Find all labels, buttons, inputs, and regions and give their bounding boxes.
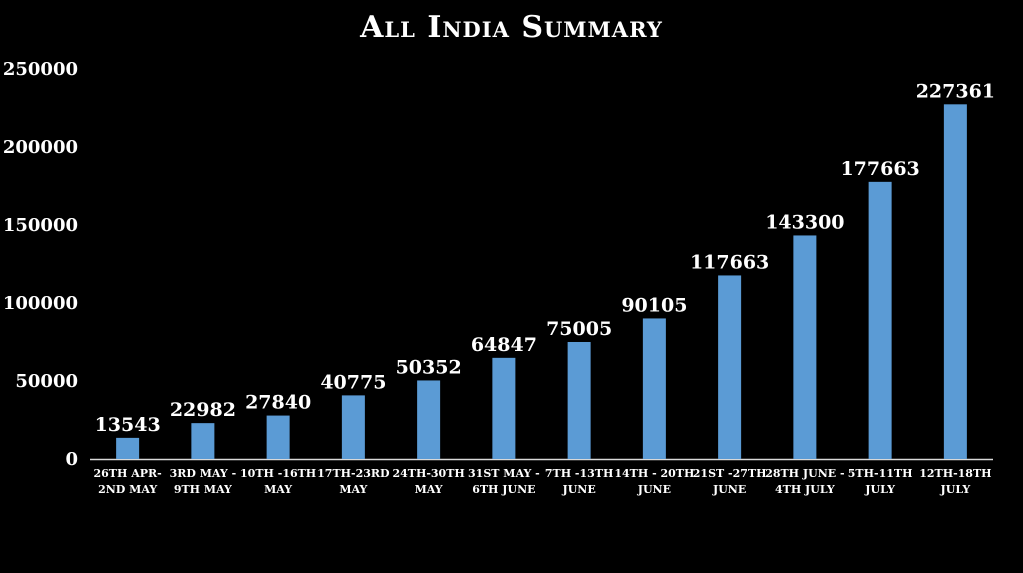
x-tick-label: 28TH JUNE - 4TH JULY [765,467,844,496]
x-tick-label: 26TH APR- 2ND MAY [94,467,162,496]
x-tick-label-line: 10TH -16TH [240,467,316,480]
x-tick-label-line: 7TH -13TH [545,467,614,480]
data-label: 90105 [621,294,687,316]
data-label: 22982 [170,399,236,421]
x-tick-label-line: MAY [415,483,443,496]
data-label: 227361 [916,80,995,102]
x-tick-label: 7TH -13TH JUNE [545,467,614,496]
x-tick-label-line: 28TH JUNE - [765,467,844,480]
y-tick-label: 0 [65,449,78,470]
x-tick-label-line: JULY [940,483,971,496]
bar [191,423,215,459]
x-tick-label-line: JUNE [712,483,746,496]
bar [642,318,666,459]
y-tick-label: 150000 [3,215,78,236]
x-tick-label: 14TH - 20TH JUNE [614,467,694,496]
x-tick-label-line: JUNE [637,483,671,496]
x-tick-label-line: JULY [864,483,895,496]
y-tick-label: 200000 [3,137,78,158]
bar [266,415,290,459]
x-tick-label-line: 26TH APR- [94,467,162,480]
bar [718,275,742,459]
bar [492,357,516,459]
data-label: 27840 [245,392,311,414]
bar [943,104,967,460]
bar [868,181,892,460]
x-tick-label-line: 9TH MAY [174,483,232,496]
data-label: 117663 [690,251,769,273]
x-tick-label: 21ST -27TH JUNE [693,467,767,496]
bar [567,341,591,459]
x-tick-label: 24TH-30TH MAY [392,467,464,496]
x-tick-label-line: 24TH-30TH [392,467,464,480]
data-label: 40775 [320,371,386,393]
x-tick-label-line: 3RD MAY - [170,467,237,480]
x-tick-label-line: 14TH - 20TH [614,467,694,480]
x-tick-label-line: 6TH JUNE [472,483,535,496]
x-tick-label-line: MAY [264,483,292,496]
x-tick-label: 31ST MAY - 6TH JUNE [468,467,540,496]
x-tick-label: 5TH-11TH JULY [848,467,913,496]
data-label: 50352 [396,356,462,378]
bar [417,380,441,459]
data-label: 143300 [765,211,844,233]
x-tick-label-line: 21ST -27TH [693,467,767,480]
x-tick-label: 3RD MAY - 9TH MAY [170,467,237,496]
x-tick-label-line: 4TH JULY [775,483,835,496]
x-tick-label: 12TH-18TH JULY [919,467,991,496]
x-tick-label: 10TH -16TH MAY [240,467,316,496]
data-label: 177663 [840,158,919,180]
x-tick-label-line: JUNE [562,483,596,496]
bar [116,437,140,459]
bar [793,235,817,459]
y-tick-label: 100000 [3,293,78,314]
data-label: 13543 [95,414,161,436]
x-tick-label-line: 31ST MAY - [468,467,540,480]
x-tick-label-line: MAY [339,483,367,496]
data-label: 75005 [546,318,612,340]
x-tick-label-line: 2ND MAY [98,483,157,496]
chart-title: All India Summary [360,10,663,45]
y-tick-label: 250000 [3,59,78,80]
x-tick-label-line: 17TH-23RD [317,467,390,480]
bar [341,395,365,459]
x-tick-label-line: 12TH-18TH [919,467,991,480]
x-tick-label-line: 5TH-11TH [848,467,913,480]
y-tick-label: 50000 [15,371,78,392]
data-label: 64847 [471,334,537,356]
x-tick-label: 17TH-23RD MAY [317,467,390,496]
